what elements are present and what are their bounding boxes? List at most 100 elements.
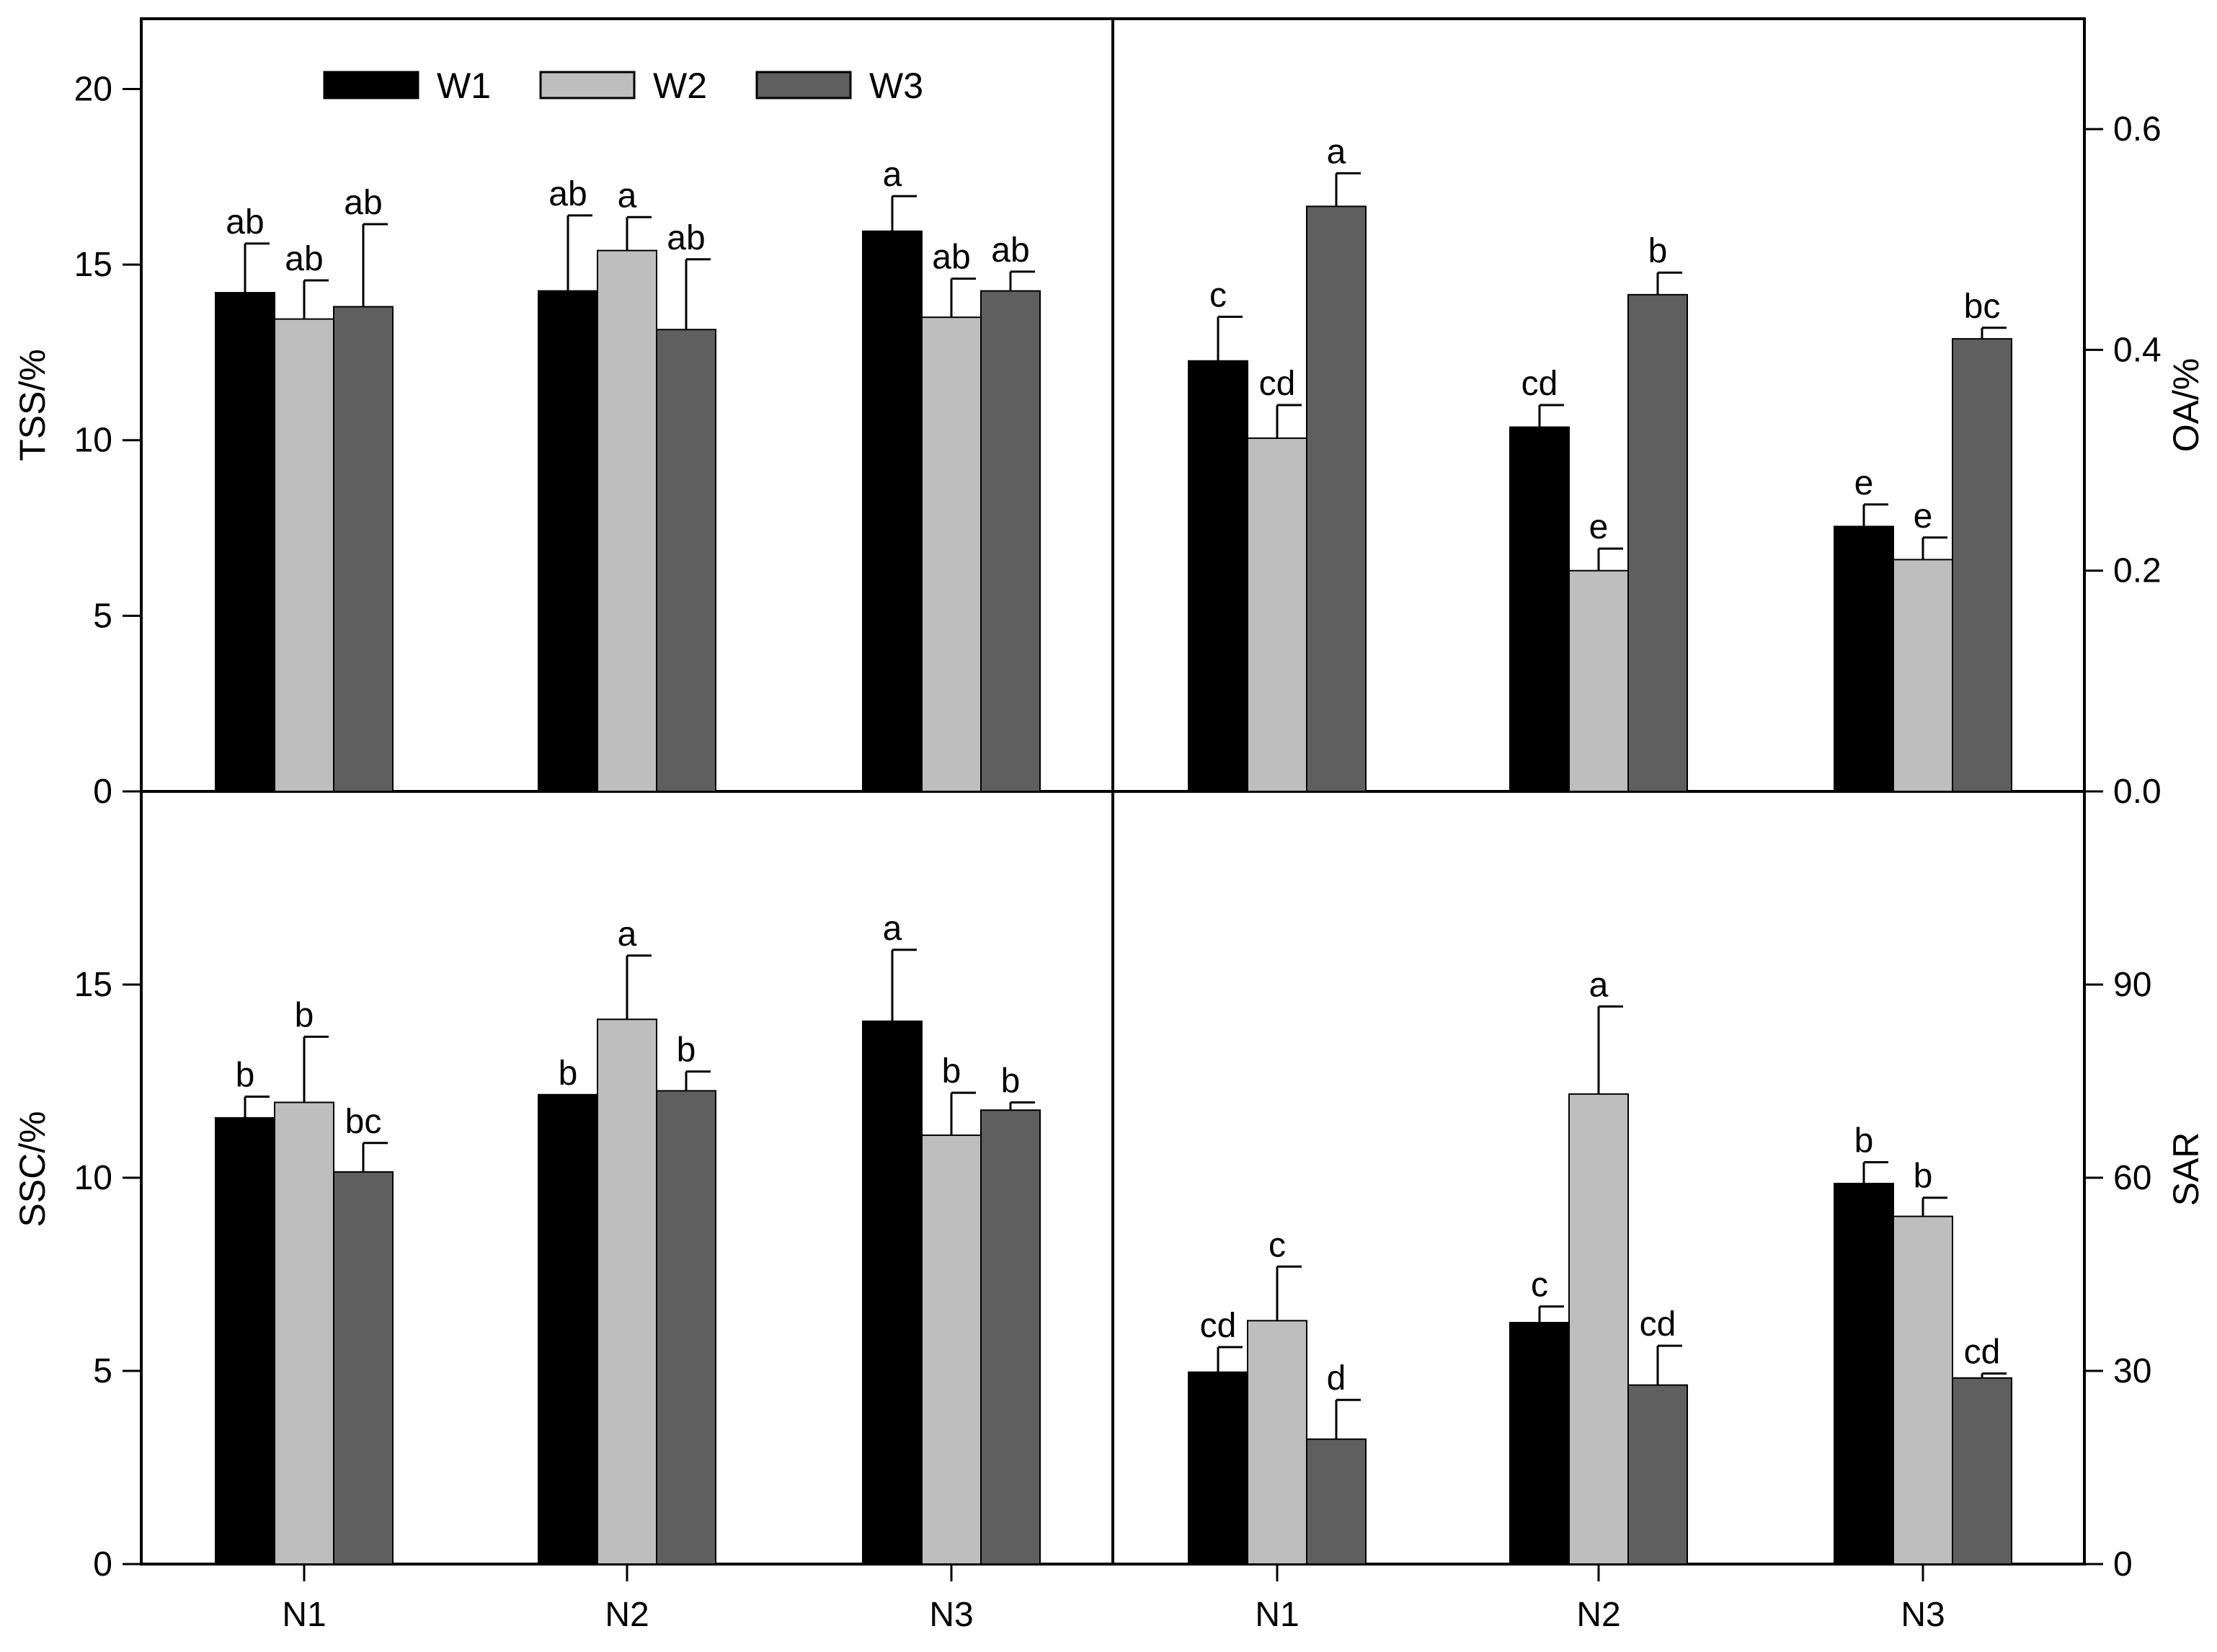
tss-significance-label: a xyxy=(883,156,902,194)
ssc-bar-w3-n2 xyxy=(656,1090,716,1565)
ssc-ytick-label: 10 xyxy=(74,1159,112,1197)
tss-bar-w2-n3 xyxy=(921,316,982,792)
oa-bar-w3-n2 xyxy=(1627,293,1688,793)
ssc-significance-label: b xyxy=(942,1052,961,1091)
sar-significance-label: cd xyxy=(1640,1305,1676,1344)
ssc-significance-label: b xyxy=(295,996,314,1034)
ssc-bar-w3-n3 xyxy=(980,1109,1041,1565)
sar-bar-w2-n2 xyxy=(1568,1093,1629,1566)
tss-ytick-label: 5 xyxy=(93,597,112,635)
sar-significance-label: b xyxy=(1914,1158,1933,1196)
oa-significance-label: b xyxy=(1648,232,1668,270)
sar-ytick-label: 0 xyxy=(2113,1545,2133,1584)
legend: W1 W2 W3 xyxy=(323,66,923,106)
tss-significance-label: ab xyxy=(991,231,1029,270)
ssc-significance-label: bc xyxy=(345,1103,382,1141)
sar-significance-label: c xyxy=(1531,1266,1548,1305)
oa-significance-label: cd xyxy=(1521,365,1558,403)
tss-significance-label: a xyxy=(618,177,637,215)
legend-label-w1: W1 xyxy=(437,66,491,106)
sar-ytick-label: 60 xyxy=(2113,1159,2151,1197)
legend-swatch-w1 xyxy=(323,71,419,99)
oa-ytick-label: 0.4 xyxy=(2113,331,2162,369)
sar-significance-label: b xyxy=(1854,1122,1874,1160)
legend-swatch-w2 xyxy=(539,71,636,99)
oa-bar-w1-n2 xyxy=(1509,426,1570,793)
sar-significance-label: a xyxy=(1589,966,1609,1004)
tss-ytick-label: 20 xyxy=(74,70,112,108)
oa-significance-label: cd xyxy=(1259,365,1296,403)
oa-bar-w2-n3 xyxy=(1893,559,1953,793)
tss-significance-label: ab xyxy=(285,240,323,278)
sar-ytick-label: 30 xyxy=(2113,1352,2151,1390)
sar-significance-label: d xyxy=(1327,1359,1346,1398)
legend-label-w3: W3 xyxy=(869,66,923,106)
tss-significance-label: ab xyxy=(932,239,970,277)
sar-ytick-label: 90 xyxy=(2113,966,2151,1004)
tss-bar-w1-n3 xyxy=(862,230,923,792)
oa-bar-w2-n2 xyxy=(1568,569,1629,792)
sar-bar-w1-n2 xyxy=(1509,1322,1570,1565)
sar-bar-w3-n3 xyxy=(1952,1377,2012,1565)
ssc-significance-label: b xyxy=(559,1054,578,1093)
sar-significance-label: cd xyxy=(1964,1333,2001,1372)
legend-label-w2: W2 xyxy=(653,66,707,106)
sar-axis-title: SAR xyxy=(2166,1132,2206,1207)
tss-ytick-label: 10 xyxy=(74,422,112,460)
sar-bar-w2-n1 xyxy=(1247,1320,1307,1565)
ssc-ytick-label: 0 xyxy=(93,1545,112,1584)
tss-bar-w3-n3 xyxy=(980,290,1041,792)
oa-bar-w1-n3 xyxy=(1834,525,1894,792)
ssc-axis-title: SSC/% xyxy=(12,1111,53,1227)
oa-significance-label: a xyxy=(1327,133,1346,171)
tss-ytick-label: 15 xyxy=(74,246,112,284)
sar-bar-w3-n1 xyxy=(1306,1438,1367,1566)
sar-significance-label: c xyxy=(1269,1226,1286,1264)
sar-bar-w2-n3 xyxy=(1893,1215,1953,1565)
tss-bar-w3-n2 xyxy=(656,329,716,792)
tss-significance-label: ab xyxy=(548,175,587,213)
ssc-ytick-label: 15 xyxy=(74,966,112,1004)
tss-significance-label: ab xyxy=(344,184,382,222)
sar-bar-w3-n2 xyxy=(1627,1384,1688,1565)
oa-bar-w2-n1 xyxy=(1247,437,1307,792)
ssc-category-label: N2 xyxy=(605,1596,649,1634)
ssc-significance-label: a xyxy=(618,915,637,954)
ssc-significance-label: b xyxy=(1001,1062,1021,1100)
oa-significance-label: bc xyxy=(1964,288,2001,326)
ssc-category-label: N3 xyxy=(929,1596,973,1634)
oa-bar-w3-n3 xyxy=(1952,338,2012,793)
tss-bar-w3-n1 xyxy=(333,306,394,792)
oa-ytick-label: 0.2 xyxy=(2113,552,2162,590)
sar-significance-label: cd xyxy=(1200,1307,1237,1345)
oa-significance-label: c xyxy=(1209,276,1227,314)
ssc-significance-label: a xyxy=(883,910,902,948)
sar-bar-w1-n3 xyxy=(1834,1183,1894,1566)
sar-category-label: N1 xyxy=(1255,1596,1299,1634)
tss-significance-label: ab xyxy=(667,219,705,257)
ssc-category-label: N1 xyxy=(282,1596,326,1634)
ssc-bar-w3-n1 xyxy=(333,1171,394,1565)
sar-bar-w1-n1 xyxy=(1188,1371,1248,1565)
oa-bar-w1-n1 xyxy=(1188,360,1248,792)
sar-category-label: N2 xyxy=(1576,1596,1620,1634)
oa-axis-title: OA/% xyxy=(2166,358,2206,453)
tss-bar-w1-n2 xyxy=(538,290,598,792)
tss-bar-w2-n2 xyxy=(597,249,657,793)
ssc-bar-w2-n1 xyxy=(274,1101,334,1565)
oa-ytick-label: 0.0 xyxy=(2113,773,2162,811)
ssc-bar-w1-n2 xyxy=(538,1093,598,1565)
ssc-bar-w1-n1 xyxy=(215,1116,275,1566)
sar-category-label: N3 xyxy=(1901,1596,1945,1634)
legend-swatch-w3 xyxy=(755,71,852,99)
oa-significance-label: e xyxy=(1854,464,1874,502)
tss-bar-w2-n1 xyxy=(274,318,334,793)
oa-bar-w3-n1 xyxy=(1306,205,1367,793)
ssc-significance-label: b xyxy=(677,1031,696,1070)
oa-significance-label: e xyxy=(1914,497,1933,536)
oa-ytick-label: 0.6 xyxy=(2113,110,2162,148)
ssc-ytick-label: 5 xyxy=(93,1352,112,1390)
tss-bar-w1-n1 xyxy=(215,292,275,792)
